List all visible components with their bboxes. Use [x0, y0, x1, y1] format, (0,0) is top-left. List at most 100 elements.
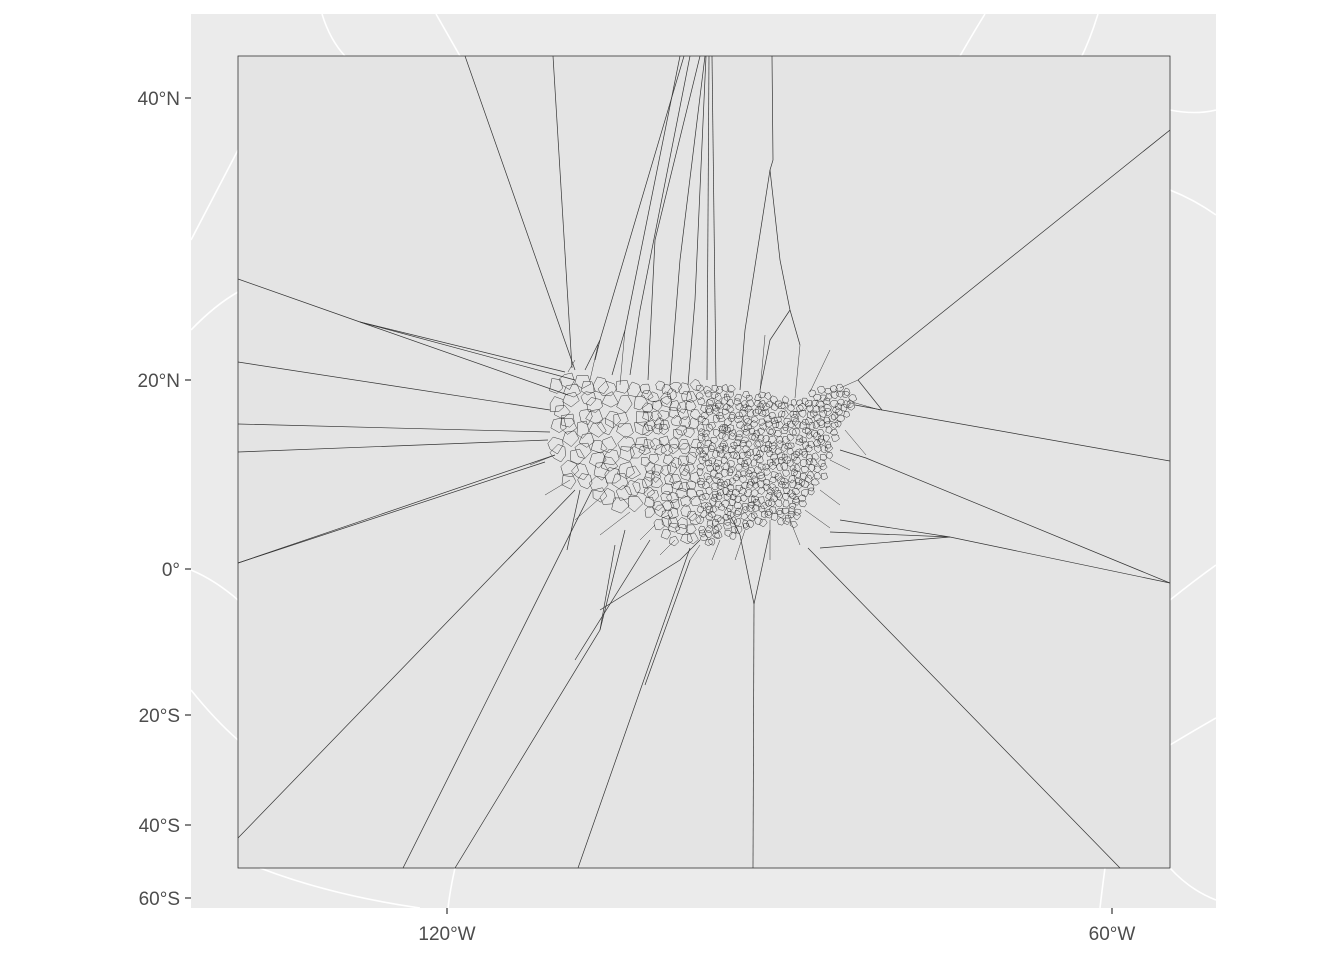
county-cell — [593, 462, 610, 481]
county-cell — [750, 458, 757, 467]
county-cell — [574, 442, 592, 459]
county-cell — [771, 416, 779, 425]
county-cell — [634, 437, 649, 452]
county-cell — [652, 500, 664, 511]
county-cell — [770, 512, 779, 521]
coastal-cell-edge — [804, 509, 831, 529]
y-tick-label-20n: 20°N — [138, 371, 180, 392]
county-cell — [740, 424, 750, 433]
county-cells — [529, 329, 881, 561]
county-cell — [781, 453, 789, 462]
county-cell — [713, 429, 721, 438]
county-cell — [764, 499, 773, 507]
county-cell — [713, 459, 722, 468]
county-cell — [708, 422, 717, 430]
county-cell — [742, 415, 751, 424]
y-tick-label-40n: 40°N — [138, 89, 180, 110]
county-cell — [734, 495, 743, 503]
county-cell — [801, 419, 809, 426]
county-cell — [661, 500, 675, 512]
county-cell — [705, 459, 713, 467]
county-cell — [658, 424, 669, 436]
county-cell — [650, 476, 664, 488]
county-cell — [651, 464, 664, 476]
county-cell — [603, 448, 620, 466]
county-cell — [586, 397, 603, 413]
county-cell — [736, 420, 745, 429]
county-cell — [698, 525, 706, 534]
county-cell — [729, 532, 737, 540]
county-cell — [724, 530, 733, 538]
county-cell — [820, 472, 828, 481]
county-cell — [710, 482, 720, 491]
county-cell — [704, 538, 714, 547]
county-cell — [683, 463, 695, 475]
county-cell — [788, 506, 796, 515]
county-cell — [678, 439, 690, 450]
county-cell — [787, 510, 796, 518]
county-cell — [644, 461, 656, 475]
county-cell — [660, 483, 674, 496]
county-cell — [716, 516, 725, 524]
county-cell — [830, 390, 839, 399]
county-cell — [697, 455, 707, 465]
county-cell — [640, 456, 651, 467]
county-cell — [837, 398, 845, 406]
county-cell — [715, 402, 724, 410]
county-cell — [550, 417, 567, 433]
county-cell — [782, 469, 790, 477]
county-cell — [726, 468, 734, 477]
county-cell — [824, 443, 834, 453]
county-cell — [702, 493, 711, 501]
county-cell — [792, 498, 801, 506]
county-cell — [758, 505, 766, 513]
county-cell — [597, 380, 618, 397]
county-cell — [744, 405, 753, 413]
coastal-cell-edge — [819, 489, 841, 506]
graticule — [191, 14, 1216, 908]
county-cell — [715, 411, 725, 419]
county-cell — [705, 405, 714, 414]
county-cell — [716, 482, 725, 490]
county-cell — [834, 402, 842, 410]
county-cell — [660, 528, 671, 540]
county-cell — [777, 410, 786, 418]
county-cell — [740, 470, 749, 478]
county-cell — [793, 470, 801, 479]
county-cell — [708, 510, 717, 518]
county-cell — [751, 495, 759, 503]
county-cell — [745, 469, 753, 478]
county-cell — [817, 459, 826, 467]
county-cell — [808, 464, 816, 473]
county-cell — [712, 408, 720, 416]
county-cell — [711, 490, 720, 499]
county-cell — [668, 444, 680, 455]
county-cell — [647, 391, 660, 403]
county-cell — [686, 480, 697, 490]
county-cell — [790, 413, 799, 422]
county-cell — [753, 499, 761, 507]
county-cell — [756, 449, 765, 459]
county-cell — [711, 476, 721, 484]
county-cell — [743, 428, 751, 437]
county-cell — [782, 482, 789, 490]
county-cell — [763, 445, 773, 453]
coastal-cell-edge — [844, 429, 867, 456]
county-cell — [829, 428, 839, 437]
county-cell — [678, 416, 692, 429]
county-cell — [800, 480, 810, 488]
county-cell — [712, 526, 720, 534]
county-cell — [580, 381, 596, 396]
county-cell — [748, 428, 756, 436]
county-cell — [798, 500, 807, 508]
county-cell — [765, 420, 773, 428]
county-cell — [661, 515, 672, 528]
county-cell — [549, 444, 566, 463]
county-cell — [739, 487, 748, 495]
county-cell — [787, 475, 796, 484]
county-cell — [737, 457, 745, 466]
county-cell — [667, 516, 680, 529]
county-cell — [842, 391, 851, 398]
county-cell — [798, 421, 808, 431]
county-cell — [613, 412, 629, 428]
